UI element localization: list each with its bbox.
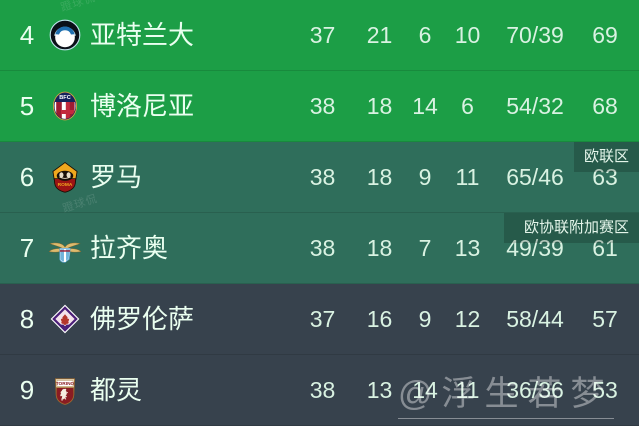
svg-text:ROMA: ROMA: [58, 182, 73, 188]
svg-text:TORINO: TORINO: [56, 381, 75, 387]
svg-text:BFC: BFC: [59, 95, 71, 101]
